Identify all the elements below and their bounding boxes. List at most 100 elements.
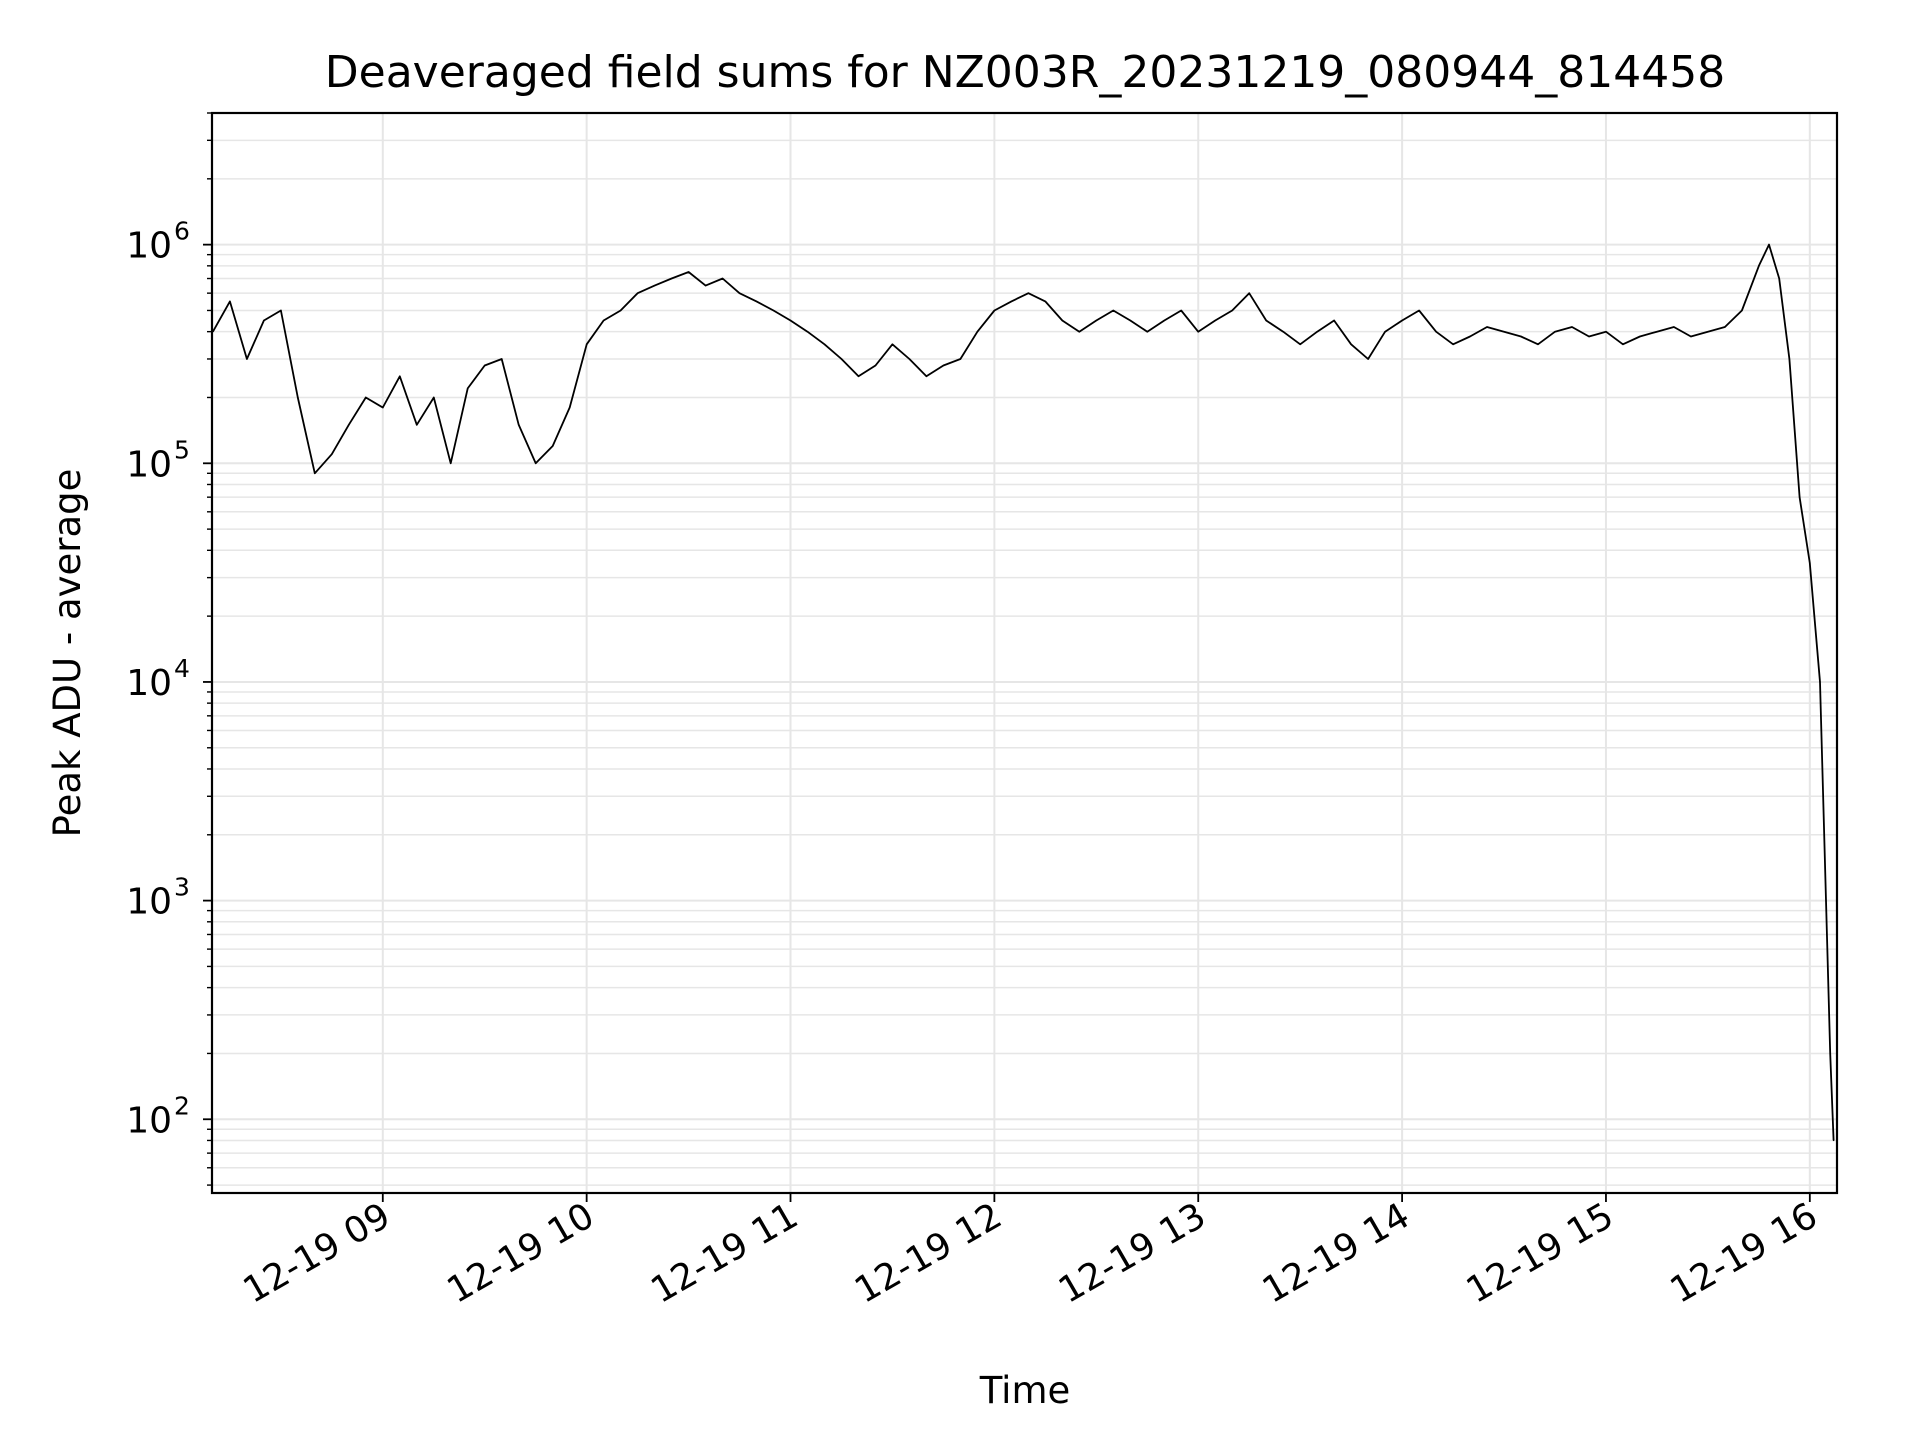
data-point bbox=[925, 375, 928, 377]
data-point bbox=[484, 364, 486, 367]
data-point bbox=[671, 277, 673, 280]
data-point bbox=[1078, 331, 1080, 333]
data-point bbox=[552, 445, 554, 447]
data-point bbox=[1367, 358, 1369, 360]
y-axis-label: Peak ADU - average bbox=[46, 469, 89, 838]
data-point bbox=[1571, 326, 1573, 328]
data-point bbox=[263, 319, 265, 322]
data-point bbox=[1180, 309, 1182, 312]
data-point bbox=[535, 462, 537, 464]
data-point bbox=[331, 453, 333, 455]
data-point bbox=[1768, 244, 1770, 246]
data-point bbox=[942, 364, 945, 367]
data-point bbox=[620, 309, 622, 312]
chart-title: Deaveraged field sums for NZ003R_2023121… bbox=[325, 47, 1725, 98]
data-point bbox=[1333, 319, 1335, 322]
data-point bbox=[1010, 300, 1013, 302]
data-point bbox=[365, 396, 367, 399]
data-point bbox=[450, 462, 452, 464]
data-point bbox=[1778, 277, 1780, 280]
y-tick-exponent: 4 bbox=[174, 654, 190, 683]
data-point bbox=[1537, 343, 1539, 345]
data-point bbox=[1129, 319, 1131, 322]
data-point bbox=[1435, 331, 1437, 333]
data-point bbox=[229, 300, 231, 302]
data-point bbox=[959, 358, 962, 360]
data-point bbox=[1809, 562, 1811, 564]
data-point bbox=[738, 292, 741, 294]
data-point bbox=[1163, 319, 1165, 322]
data-point bbox=[1418, 309, 1420, 312]
y-tick-label: 10 bbox=[126, 226, 172, 267]
data-point bbox=[1112, 309, 1114, 312]
data-point bbox=[772, 309, 775, 312]
data-point bbox=[908, 358, 911, 360]
data-point bbox=[637, 292, 639, 294]
data-point bbox=[722, 277, 724, 280]
data-point bbox=[1146, 331, 1148, 333]
data-point bbox=[1554, 331, 1556, 333]
y-tick-exponent: 5 bbox=[174, 435, 190, 464]
data-point bbox=[1231, 309, 1233, 312]
data-point bbox=[891, 343, 894, 345]
data-point bbox=[1197, 331, 1199, 333]
data-point bbox=[569, 406, 571, 409]
data-point bbox=[1027, 292, 1029, 294]
data-point bbox=[1061, 319, 1063, 322]
data-point bbox=[1095, 319, 1097, 322]
data-point bbox=[1707, 331, 1709, 333]
data-point bbox=[1469, 335, 1471, 338]
data-point bbox=[806, 331, 809, 333]
series-layer bbox=[212, 243, 1835, 1142]
data-point bbox=[1829, 1052, 1831, 1054]
data-point bbox=[280, 309, 282, 312]
data-point bbox=[603, 319, 605, 322]
data-point bbox=[586, 343, 588, 345]
x-axis-label: Time bbox=[979, 1369, 1071, 1412]
data-point bbox=[399, 375, 401, 377]
data-point bbox=[688, 271, 690, 273]
data-point bbox=[1265, 319, 1267, 322]
y-tick-label: 10 bbox=[126, 1100, 172, 1141]
y-tick-label: 10 bbox=[126, 444, 172, 485]
data-point bbox=[1401, 319, 1403, 322]
y-tick-exponent: 6 bbox=[174, 217, 190, 246]
data-point bbox=[467, 387, 469, 389]
series-line bbox=[212, 243, 1835, 1141]
data-point bbox=[976, 331, 979, 333]
data-point bbox=[1282, 331, 1284, 333]
data-point bbox=[1799, 496, 1801, 498]
data-point bbox=[1384, 331, 1386, 333]
data-point bbox=[1299, 343, 1301, 345]
y-tick-label: 10 bbox=[126, 882, 172, 923]
data-point bbox=[1486, 326, 1488, 328]
data-point bbox=[1452, 343, 1454, 345]
data-point bbox=[1819, 681, 1821, 683]
data-point bbox=[314, 472, 316, 474]
plot-frame bbox=[210, 111, 1839, 1195]
data-point bbox=[297, 396, 299, 399]
data-point bbox=[654, 285, 656, 287]
data-point bbox=[840, 358, 843, 360]
y-tick-exponent: 3 bbox=[174, 873, 190, 902]
data-point bbox=[501, 358, 503, 360]
grid bbox=[212, 112, 1837, 1193]
data-point bbox=[246, 358, 248, 360]
data-point bbox=[433, 396, 435, 399]
data-point bbox=[993, 309, 996, 312]
data-point bbox=[1758, 265, 1760, 267]
y-tick-exponent: 2 bbox=[174, 1091, 190, 1120]
y-tick-label: 10 bbox=[126, 663, 172, 704]
data-point bbox=[1588, 335, 1590, 338]
data-point bbox=[874, 364, 877, 367]
data-point bbox=[1316, 331, 1318, 333]
data-point bbox=[1833, 1139, 1835, 1142]
data-point bbox=[1350, 343, 1352, 345]
data-point bbox=[1214, 319, 1216, 322]
data-point bbox=[1605, 331, 1607, 333]
data-point bbox=[1622, 343, 1624, 345]
data-point bbox=[755, 300, 758, 302]
data-point bbox=[1656, 331, 1658, 333]
data-point bbox=[416, 424, 418, 426]
data-point bbox=[857, 375, 860, 377]
